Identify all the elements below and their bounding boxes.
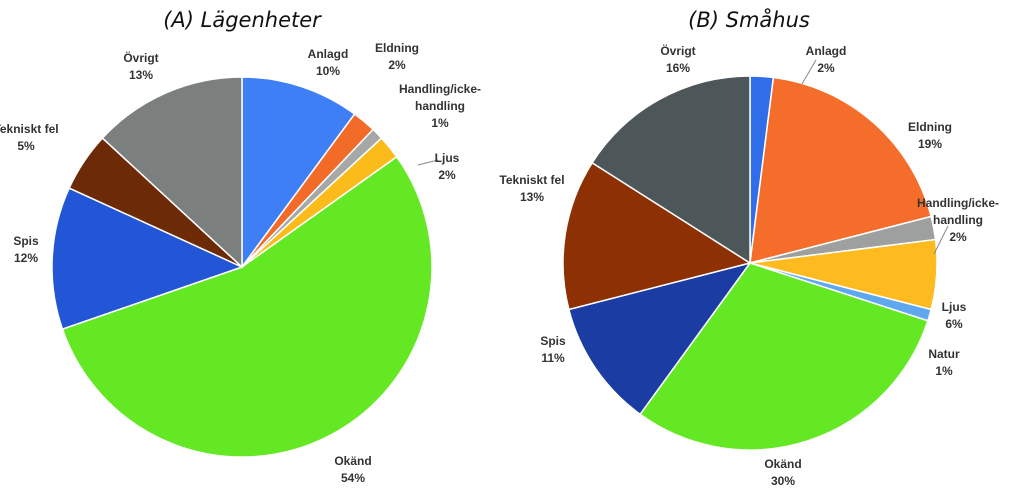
- slice-category-label: Tekniskt fel: [499, 173, 564, 187]
- chart-b-title: (B) Småhus: [688, 7, 810, 32]
- chart-b-label-ljus: Ljus 6%: [942, 300, 967, 331]
- slice-category-label: Anlagd: [308, 47, 349, 61]
- slice-value-label: 2%: [388, 58, 406, 72]
- slice-value-label: 2%: [949, 230, 967, 244]
- chart-b-label-anlagd: Anlagd 2%: [806, 44, 847, 75]
- chart-b-slice-tekniskt-fel: [562, 161, 752, 311]
- chart-b-label-natur: Natur 1%: [928, 347, 960, 378]
- slice-category-label: Spis: [540, 334, 566, 348]
- slice-value-label: 1%: [935, 364, 953, 378]
- slice-value-label: 6%: [945, 317, 963, 331]
- slice-category-label: Okänd: [764, 457, 801, 471]
- slice-category-label: Ljus: [942, 300, 967, 314]
- slice-category-label: Ljus: [435, 151, 460, 165]
- chart-a-label-ovrigt: Övrigt 13%: [123, 50, 158, 82]
- chart-b: (B) Småhus Anlagd 2% Eldning 19% Handling/ic…: [499, 7, 999, 488]
- slice-category-label: Handling/icke-: [399, 82, 481, 96]
- slice-category-label: handling: [933, 213, 983, 227]
- slice-category-label: Handling/icke-: [917, 196, 999, 210]
- chart-b-label-eldning: Eldning 19%: [908, 120, 952, 151]
- slice-value-label: 30%: [771, 474, 795, 488]
- slice-value-label: 10%: [316, 64, 340, 78]
- slice-value-label: 19%: [918, 137, 942, 151]
- slice-value-label: 16%: [666, 61, 690, 75]
- chart-a-label-anlagd: Anlagd 10%: [308, 47, 349, 78]
- slice-value-label: 1%: [431, 116, 449, 130]
- slice-value-label: 2%: [817, 61, 835, 75]
- chart-a-slice-ovrigt: [101, 76, 243, 269]
- chart-a-title: (A) Lägenheter: [163, 8, 322, 32]
- slice-category-label: Tekniskt fel: [0, 122, 59, 136]
- slice-category-label: Anlagd: [806, 44, 847, 58]
- chart-b-slice-ovrigt: [591, 75, 751, 265]
- slice-category-label: Spis: [13, 234, 39, 248]
- chart-a-label-spis: Spis 12%: [13, 234, 39, 265]
- slice-value-label: 5%: [17, 139, 35, 153]
- slice-category-label: Okänd: [334, 454, 371, 468]
- slice-category-label: handling: [415, 99, 465, 113]
- chart-b-leader-line-anlagd: [801, 59, 817, 85]
- slice-category-label: Eldning: [908, 120, 952, 134]
- slice-value-label: 2%: [438, 168, 456, 182]
- chart-b-label-tekniskt-fel: Tekniskt fel 13%: [499, 173, 564, 204]
- chart-b-label-handling-icke-handling: Handling/icke-handling 2%: [917, 196, 999, 244]
- slice-category-label: Övrigt: [660, 43, 695, 58]
- chart-b-label-spis: Spis 11%: [540, 334, 566, 365]
- chart-b-leader-line-handling-icke-handling: [933, 225, 949, 255]
- slice-category-label: Övrigt: [123, 50, 158, 65]
- chart-a-slice-okand: [61, 155, 433, 458]
- slice-value-label: 54%: [341, 471, 365, 485]
- chart-a-label-okand: Okänd 54%: [334, 454, 371, 485]
- slice-category-label: Natur: [928, 347, 960, 361]
- slice-value-label: 13%: [129, 68, 153, 82]
- chart-a-labels: Anlagd 10% Eldning 2% Handling/icke-handling…: [0, 41, 481, 485]
- chart-a-slice-spis: [51, 187, 245, 331]
- chart-b-slices: [562, 75, 938, 451]
- chart-b-label-ovrigt: Övrigt 16%: [660, 43, 695, 75]
- slice-value-label: 13%: [520, 190, 544, 204]
- chart-a-label-tekniskt-fel: Tekniskt fel 5%: [0, 122, 59, 153]
- chart-a-label-handling-icke-handling: Handling/icke-handling 1%: [399, 82, 481, 130]
- chart-b-labels: Anlagd 2% Eldning 19% Handling/icke-handling…: [499, 43, 999, 488]
- chart-a-leader-line-ljus: [417, 159, 439, 166]
- chart-a-label-eldning: Eldning 2%: [375, 41, 419, 72]
- slice-category-label: Eldning: [375, 41, 419, 55]
- slice-value-label: 11%: [541, 351, 565, 365]
- chart-a-label-ljus: Ljus 2%: [435, 151, 460, 182]
- chart-a: (A) Lägenheter Anlagd 10% Eldning 2% Handlin…: [0, 8, 481, 485]
- slice-value-label: 12%: [14, 251, 38, 265]
- chart-b-slice-eldning: [749, 76, 933, 265]
- chart-b-slice-okand: [639, 262, 929, 451]
- chart-b-slice-spis: [567, 261, 752, 416]
- chart-a-slice-anlagd: [241, 76, 356, 270]
- chart-a-slices: [51, 76, 433, 458]
- chart-b-label-okand: Okänd 30%: [764, 457, 801, 488]
